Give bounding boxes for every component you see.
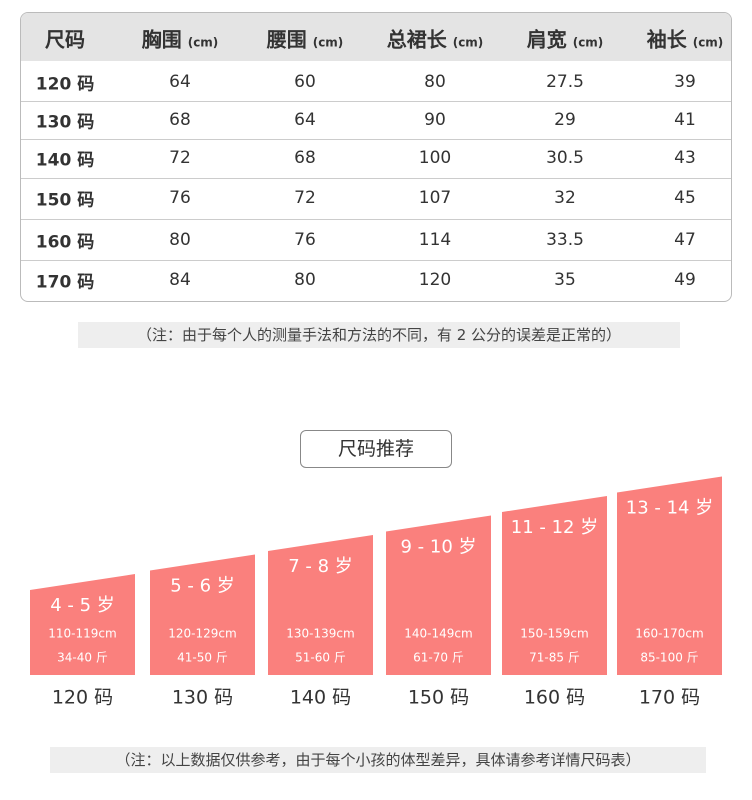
header-unit: (cm) <box>572 35 604 50</box>
table-cell: 160 码 <box>35 232 95 253</box>
header-label: 袖长 <box>646 27 687 52</box>
table-cell: 45 <box>674 188 696 208</box>
table-cell: 43 <box>674 148 696 168</box>
table-frame <box>20 12 732 302</box>
size-block <box>386 515 491 675</box>
size-block <box>617 476 722 675</box>
row-divider <box>21 178 731 179</box>
table-cell: 80 <box>424 72 446 92</box>
table-cell: 130 码 <box>35 112 95 133</box>
size: 150 码 <box>408 687 469 709</box>
table-cell: 29 <box>554 110 576 130</box>
header-cell: 尺码 <box>45 24 85 53</box>
weight: 85-100 斤 <box>640 651 698 665</box>
weight: 71-85 斤 <box>529 651 580 665</box>
table-cell: 47 <box>674 230 696 250</box>
size-block <box>30 574 135 675</box>
size-block <box>502 496 607 675</box>
size: 160 码 <box>524 687 585 709</box>
weight: 61-70 斤 <box>413 651 464 665</box>
header-cell: 腰围 (cm) <box>267 24 344 53</box>
header-label: 腰围 <box>266 27 307 52</box>
size: 120 码 <box>52 687 113 709</box>
table-cell: 72 <box>169 148 191 168</box>
note1-box <box>78 322 680 348</box>
table-cell: 107 <box>418 188 452 208</box>
table-cell: 72 <box>294 188 316 208</box>
header-unit: (cm) <box>692 35 724 50</box>
age: 4 - 5 岁 <box>50 595 115 616</box>
header-unit: (cm) <box>312 35 344 50</box>
height: 140-149cm <box>404 627 472 641</box>
header-label: 总裙长 <box>386 27 447 52</box>
table-cell: 114 <box>418 230 452 250</box>
size: 170 码 <box>639 687 700 709</box>
table-cell: 150 码 <box>35 190 95 211</box>
table-cell: 90 <box>424 110 446 130</box>
table-cell: 64 <box>294 110 316 130</box>
table-cell: 68 <box>169 110 191 130</box>
table-cell: 30.5 <box>546 148 584 168</box>
table-cell: 76 <box>169 188 191 208</box>
row-divider <box>21 260 731 261</box>
table-cell: 49 <box>674 270 696 290</box>
weight: 41-50 斤 <box>177 651 228 665</box>
table-cell: 60 <box>294 72 316 92</box>
size-block <box>268 535 373 675</box>
row-divider <box>21 101 731 102</box>
header-unit: (cm) <box>452 35 484 50</box>
table-cell: 39 <box>674 72 696 92</box>
weight: 34-40 斤 <box>57 651 108 665</box>
table-cell: 170 码 <box>35 272 95 293</box>
age: 13 - 14 岁 <box>626 498 713 519</box>
header-cell: 总裙长 (cm) <box>387 24 484 53</box>
size-block <box>150 554 255 675</box>
size: 140 码 <box>290 687 351 709</box>
table-cell: 80 <box>294 270 316 290</box>
table-cell: 68 <box>294 148 316 168</box>
table-cell: 33.5 <box>546 230 584 250</box>
age: 7 - 8 岁 <box>288 556 353 577</box>
height: 110-119cm <box>48 627 116 641</box>
height: 130-139cm <box>286 627 354 641</box>
note2: （注：以上数据仅供参考，由于每个小孩的体型差异，具体请参考详情尺码表） <box>115 751 641 769</box>
recommend-title: 尺码推荐 <box>300 430 452 468</box>
height: 160-170cm <box>635 627 703 641</box>
row-divider <box>21 219 731 220</box>
header-label: 尺码 <box>45 27 85 52</box>
table-cell: 120 <box>418 270 452 290</box>
height: 150-159cm <box>520 627 588 641</box>
header-label: 胸围 <box>141 27 182 52</box>
age: 9 - 10 岁 <box>400 537 476 558</box>
table-cell: 41 <box>674 110 696 130</box>
table-cell: 76 <box>294 230 316 250</box>
recommend-graphic: 4 - 5 岁 110-119cm 34-40 斤 120 码 5 - 6 岁 120-1… <box>30 476 722 709</box>
header-cell: 肩宽 (cm) <box>527 24 604 53</box>
age: 5 - 6 岁 <box>170 576 235 597</box>
header-cell: 胸围 (cm) <box>142 24 219 53</box>
weight: 51-60 斤 <box>295 651 346 665</box>
header-label: 肩宽 <box>526 27 567 52</box>
table-cell: 80 <box>169 230 191 250</box>
size: 130 码 <box>172 687 233 709</box>
table-cell: 140 码 <box>35 150 95 171</box>
header-unit: (cm) <box>187 35 219 50</box>
table-cell: 32 <box>554 188 576 208</box>
table-cell: 100 <box>418 148 452 168</box>
table-cell: 64 <box>169 72 191 92</box>
header-bg <box>21 13 731 61</box>
note1: （注：由于每个人的测量手法和方法的不同，有 2 公分的误差是正常的） <box>136 326 622 344</box>
table-cell: 84 <box>169 270 191 290</box>
age: 11 - 12 岁 <box>511 517 598 538</box>
height: 120-129cm <box>168 627 236 641</box>
row-divider <box>21 139 731 140</box>
header-cell: 袖长 (cm) <box>647 24 724 53</box>
table-cell: 35 <box>554 270 576 290</box>
table-cell: 120 码 <box>35 74 95 95</box>
table-cell: 27.5 <box>546 72 584 92</box>
note2-box <box>50 747 706 773</box>
